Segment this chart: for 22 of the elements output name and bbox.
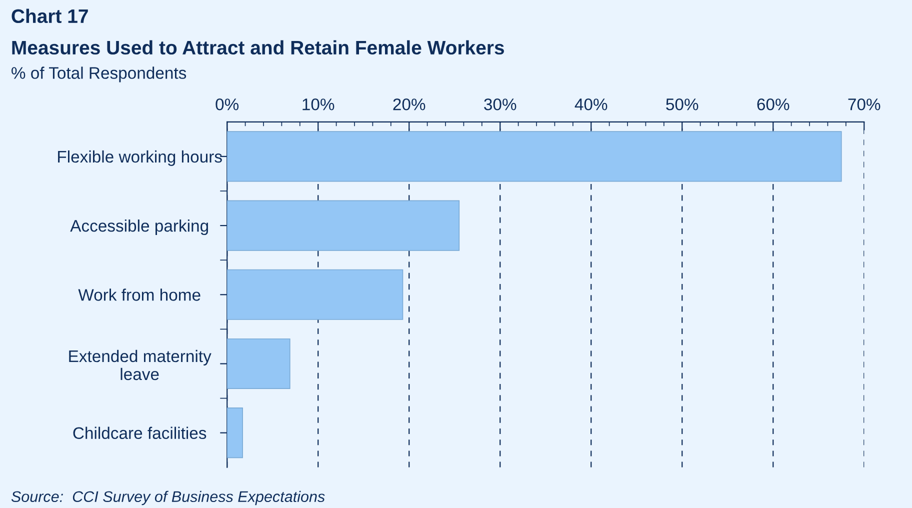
y-tick-label: Extended maternity leave bbox=[69, 350, 212, 380]
text: Chart 17 bbox=[12, 8, 88, 24]
bar bbox=[227, 269, 404, 320]
x-tick-label: 10% bbox=[302, 98, 334, 110]
x-tick-label: 30% bbox=[484, 98, 516, 110]
y-tick-label: Childcare facilities bbox=[73, 426, 206, 440]
source-note: Source: CCI Survey of Business Expectations bbox=[11, 490, 325, 506]
y-tick-label: Work from home bbox=[78, 288, 200, 301]
x-tick-label: 20% bbox=[393, 98, 426, 110]
x-tick-label: 50% bbox=[666, 98, 698, 110]
y-tick-label: Accessible parking bbox=[70, 220, 208, 236]
bar bbox=[227, 200, 460, 251]
bar bbox=[227, 131, 842, 182]
x-axis-title: % of Total Respondents bbox=[12, 66, 186, 82]
chart-subtitle: Measures Used to Attract and Retain Female Workers bbox=[12, 40, 504, 55]
x-tick-label: 40% bbox=[574, 98, 608, 110]
y-tick-label: Flexible working hours bbox=[58, 150, 222, 166]
bar bbox=[227, 338, 290, 390]
x-tick-label: 60% bbox=[757, 98, 790, 110]
x-tick-label: 0% bbox=[216, 98, 239, 110]
x-tick-label: 70% bbox=[848, 98, 880, 110]
bar bbox=[227, 408, 243, 458]
